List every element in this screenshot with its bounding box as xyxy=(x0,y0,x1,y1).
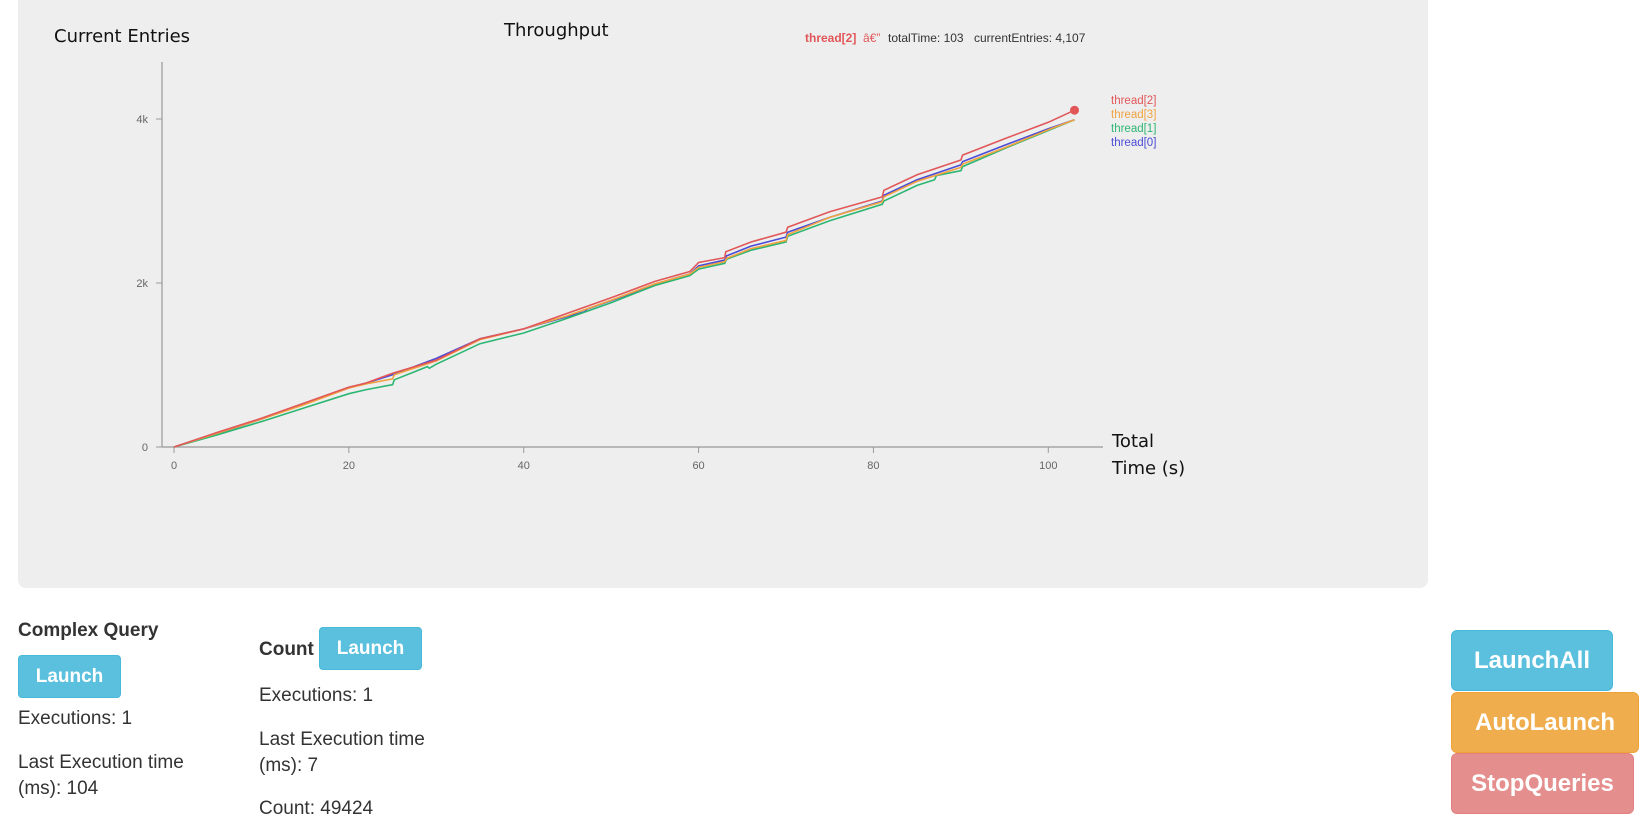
x-tick-label: 40 xyxy=(518,460,530,472)
hover-readout: thread[2] â€” totalTime: 103 currentEntr… xyxy=(805,31,1086,45)
chart-series xyxy=(173,105,1080,448)
x-axis-label-line2: Time (s) xyxy=(1111,458,1185,479)
series-line-thread0 xyxy=(173,119,1075,448)
hover-current-entries: currentEntries: 4,107 xyxy=(974,31,1086,45)
auto-launch-button[interactable]: AutoLaunch xyxy=(1451,692,1639,753)
stop-queries-button[interactable]: StopQueries xyxy=(1451,753,1634,814)
throughput-chart-panel: Current Entries Throughput thread[2] â€”… xyxy=(18,0,1428,588)
complex-query-section: Complex Query Launch Executions: 1 Last … xyxy=(18,620,248,802)
legend-item: thread[0] xyxy=(1111,137,1156,149)
legend-item: thread[3] xyxy=(1111,109,1156,121)
hover-series-name: thread[2] xyxy=(805,31,856,45)
complex-query-last-exec-label: Last Execution time xyxy=(18,752,184,773)
x-tick-label: 60 xyxy=(692,460,704,472)
throughput-chart: Current Entries Throughput thread[2] â€”… xyxy=(54,20,1185,479)
complex-query-launch-button[interactable]: Launch xyxy=(18,655,121,698)
count-executions: Executions: 1 xyxy=(259,685,374,706)
complex-query-executions: Executions: 1 xyxy=(18,708,133,729)
count-header: Count Launch xyxy=(259,627,489,670)
series-line-thread1 xyxy=(173,119,1075,448)
x-tick-label: 0 xyxy=(171,460,177,472)
x-tick-label: 80 xyxy=(867,460,879,472)
launch-all-label: LaunchAll xyxy=(1473,647,1590,674)
count-last-exec-value: (ms): 7 xyxy=(259,755,319,776)
count-title: Count xyxy=(259,639,314,660)
count-section: Count Launch Executions: 1 Last Executio… xyxy=(259,627,489,822)
hover-separator: â€” xyxy=(863,31,880,45)
hover-total-time: totalTime: 103 xyxy=(888,31,964,45)
chart-axes: 0 2k 4k 0 20 40 60 80 100 xyxy=(136,62,1103,472)
y-tick-label: 4k xyxy=(136,114,148,126)
legend-item: thread[2] xyxy=(1111,95,1156,107)
legend-item: thread[1] xyxy=(1111,123,1156,135)
chart-title: Throughput xyxy=(503,20,609,41)
complex-query-title: Complex Query xyxy=(18,620,159,641)
auto-launch-label: AutoLaunch xyxy=(1475,709,1615,736)
y-axis-label: Current Entries xyxy=(54,26,190,47)
highlighted-point xyxy=(1070,105,1080,115)
x-tick-label: 20 xyxy=(343,460,355,472)
chart-legend: thread[2] thread[3] thread[1] thread[0] xyxy=(1111,95,1156,149)
count-value: Count: 49424 xyxy=(259,798,374,819)
series-line-thread2 xyxy=(173,109,1075,448)
x-axis-label-line1: Total xyxy=(1111,431,1154,452)
count-last-exec-label: Last Execution time xyxy=(259,729,425,750)
launch-all-button[interactable]: LaunchAll xyxy=(1451,630,1613,691)
complex-query-last-exec-value: (ms): 104 xyxy=(18,778,99,799)
series-line-thread3 xyxy=(173,119,1075,448)
x-tick-label: 100 xyxy=(1039,460,1057,472)
y-tick-label: 0 xyxy=(142,442,148,454)
count-launch-button[interactable]: Launch xyxy=(319,627,422,670)
stop-queries-label: StopQueries xyxy=(1471,770,1614,797)
y-tick-label: 2k xyxy=(136,278,148,290)
